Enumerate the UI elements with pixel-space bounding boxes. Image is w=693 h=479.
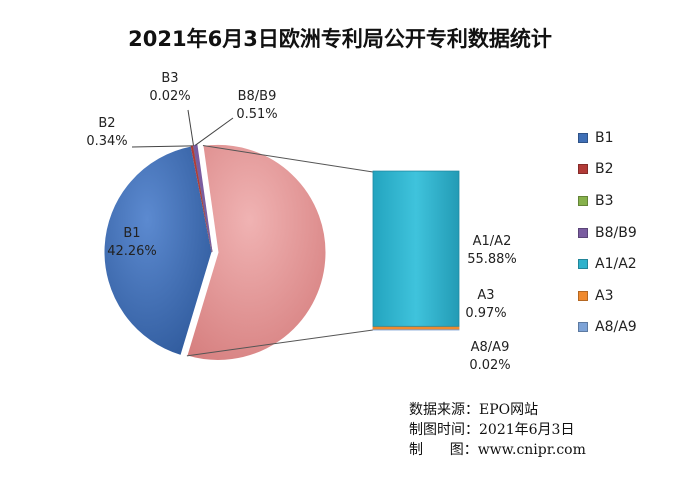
legend-label: A1/A2 [595,256,637,273]
legend-item-b3: B3 [578,185,637,217]
legend-label: B8/B9 [595,224,637,241]
b8-b9-name-label: B8/B9 [238,89,277,104]
source-line: 数据来源：EPO网站 [409,402,539,418]
a8-a9-name-label: A8/A9 [471,340,510,355]
data-labels: B1 42.26% B2 0.34% B3 0.02% B8/B9 0.51% A1/A2 55.… [86,71,516,373]
legend-label: B2 [595,161,614,178]
legend-label: A3 [595,287,614,304]
legend: B1 B2 B3 B8/B9 A1/A2 A3 A8/A9 [578,122,637,343]
legend-item-a8-a9: A8/A9 [578,312,637,344]
legend-item-a1-a2: A1/A2 [578,248,637,280]
leader-line-b8-b9 [194,117,234,146]
legend-swatch [578,322,588,333]
legend-item-a3: A3 [578,280,637,312]
connector-line-top [202,145,374,173]
leader-line-b3 [187,109,194,146]
leader-line-b2 [131,145,193,148]
legend-item-b1: B1 [578,122,637,154]
source-notes: 数据来源：EPO网站制图时间：2021年6月3日制 图：www.cnipr.co… [409,400,586,460]
a8-a9-value-label: 0.02% [469,358,510,373]
chart-time-line: 制图时间：2021年6月3日 [409,422,575,438]
legend-swatch [578,164,588,175]
a3-name-label: A3 [477,288,494,303]
legend-label: B3 [595,192,614,209]
legend-item-b2: B2 [578,154,637,186]
b1-name-label: B1 [123,226,140,241]
pie-slice-b1 [103,145,213,357]
legend-swatch [578,290,588,301]
stacked-bar [372,170,460,331]
b2-value-label: 0.34% [86,134,127,149]
legend-swatch [578,227,588,238]
legend-swatch [578,195,588,206]
connector-lines [186,145,374,357]
legend-swatch [578,259,588,270]
pie-slice-other [186,143,327,361]
pie [103,143,327,361]
bar-segment-a3 [372,325,460,330]
legend-item-b8-b9: B8/B9 [578,217,637,249]
b2-name-label: B2 [98,116,115,131]
legend-swatch [578,132,588,143]
legend-label: A8/A9 [595,319,637,336]
a1-a2-value-label: 55.88% [467,252,517,267]
b1-value-label: 42.26% [107,244,157,259]
author-line: 制 图：www.cnipr.com [409,442,586,458]
b3-name-label: B3 [161,71,178,86]
a3-value-label: 0.97% [465,306,506,321]
connector-line-bottom [186,329,374,357]
b3-value-label: 0.02% [149,89,190,104]
b8-b9-value-label: 0.51% [236,107,277,122]
bar-segment-a1-a2 [372,170,460,327]
chart-title: 2021年6月3日欧洲专利局公开专利数据统计 [128,27,552,51]
a1-a2-name-label: A1/A2 [473,234,512,249]
legend-label: B1 [595,129,614,146]
